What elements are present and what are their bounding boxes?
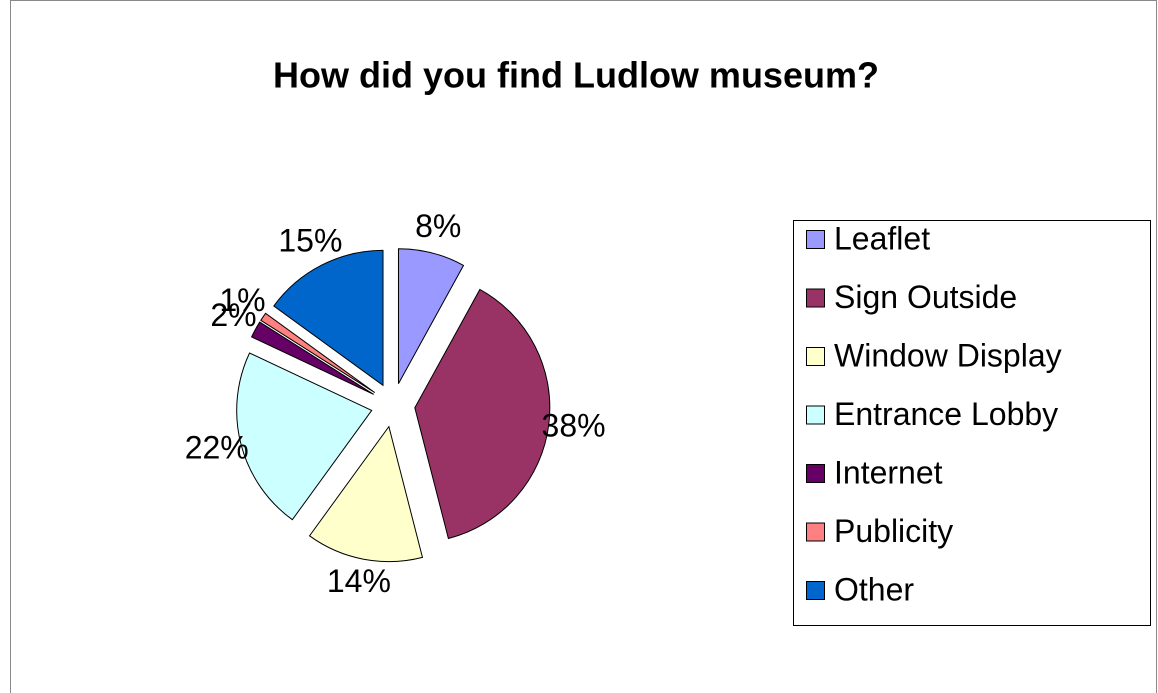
pie-slice — [260, 312, 376, 394]
legend-swatch — [806, 405, 825, 425]
legend-label: Publicity — [834, 513, 953, 549]
legend-swatch — [806, 464, 825, 483]
legend-label: Window Display — [834, 337, 1062, 373]
data-label: 15% — [278, 222, 342, 258]
data-label: 14% — [327, 563, 391, 599]
legend-label: Entrance Lobby — [834, 396, 1058, 432]
legend-swatch — [806, 230, 825, 249]
pie-slice — [250, 321, 374, 395]
data-label: 2% — [210, 297, 256, 333]
chart-title: How did you find Ludlow museum? — [273, 55, 879, 96]
legend-label: Leaflet — [834, 220, 930, 256]
data-label: 22% — [185, 430, 249, 466]
legend-swatch — [806, 347, 825, 366]
legend-box — [793, 220, 1151, 626]
legend-label: Internet — [834, 454, 943, 490]
legend-label: Sign Outside — [834, 279, 1017, 315]
pie-slice — [414, 288, 551, 540]
legend-label: Other — [834, 571, 914, 607]
legend-swatch — [806, 522, 825, 542]
pie-slice — [273, 249, 384, 387]
pie-slice — [397, 248, 465, 384]
pie-slice — [308, 425, 424, 563]
data-label: 1% — [219, 282, 265, 318]
data-label: 8% — [415, 208, 461, 244]
legend-swatch — [806, 288, 825, 308]
data-label: 38% — [542, 407, 606, 443]
legend-swatch — [806, 581, 825, 600]
pie-slice — [236, 352, 373, 521]
